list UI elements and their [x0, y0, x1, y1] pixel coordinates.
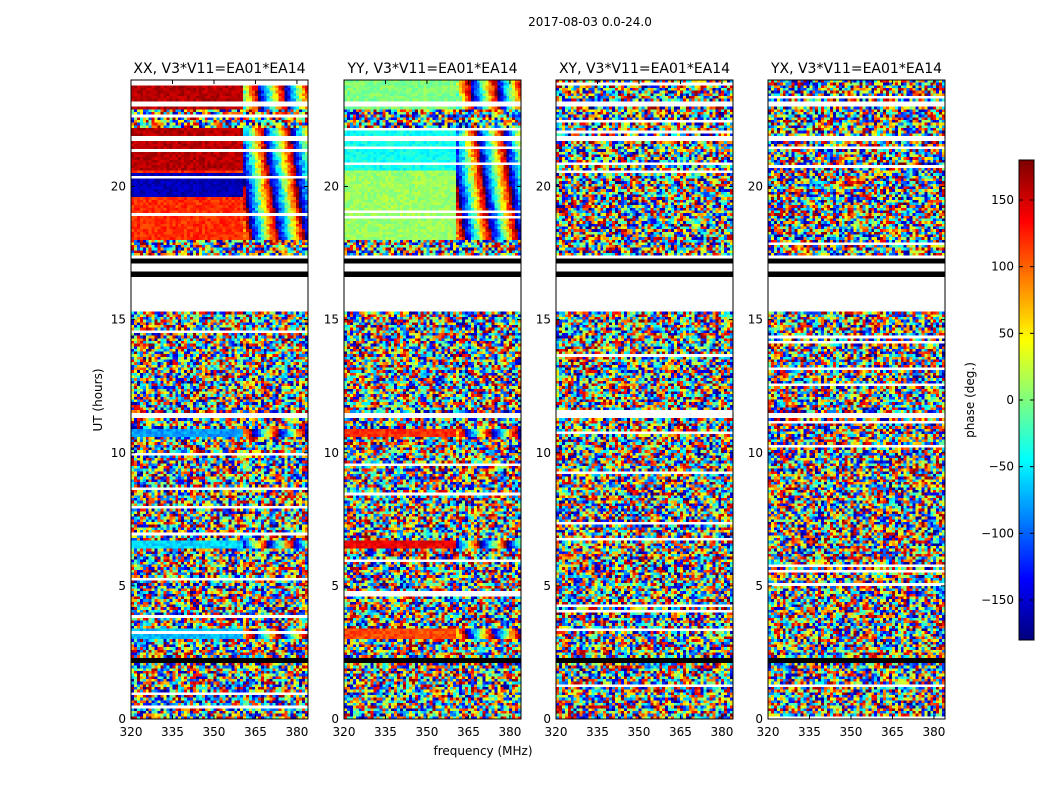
- colorbar-tick-label: 150: [991, 193, 1014, 207]
- colorbar: 150 100 50 0 −50 −100 −150: [981, 159, 1035, 641]
- panel-frame: [555, 79, 734, 720]
- panel-xx: XX, V3*V11=EA01*EA14 320 335 350 365 380 0 5 10 1…: [111, 61, 309, 739]
- colorbar-tick-label: 100: [991, 260, 1014, 274]
- y-tick-label: 15: [536, 313, 551, 327]
- x-tick-label: 320: [757, 725, 780, 739]
- y-tick-label: 5: [755, 579, 763, 593]
- x-tick-label: 320: [545, 725, 568, 739]
- panel-frame: [130, 79, 309, 720]
- y-tick-label: 0: [543, 712, 551, 726]
- x-tick-label: 365: [881, 725, 904, 739]
- y-tick-label: 5: [543, 579, 551, 593]
- x-tick-label: 365: [457, 725, 480, 739]
- colorbar-tick-label: 0: [1006, 393, 1014, 407]
- colorbar-tick-label: −50: [989, 460, 1014, 474]
- panel-frame: [767, 79, 946, 720]
- x-tick-label: 380: [710, 725, 733, 739]
- figure-title: 2017-08-03 0.0-24.0: [528, 15, 652, 29]
- panel-title: YY, V3*V11=EA01*EA14: [346, 61, 517, 77]
- colorbar-label: phase (deg.): [963, 362, 977, 438]
- x-tick-label: 335: [586, 725, 609, 739]
- phase-heatmap: [131, 80, 308, 719]
- y-tick-label: 15: [111, 313, 126, 327]
- x-tick-label: 335: [374, 725, 397, 739]
- panel-title: XX, V3*V11=EA01*EA14: [133, 61, 305, 77]
- y-tick-label: 15: [324, 313, 339, 327]
- x-tick-label: 320: [120, 725, 143, 739]
- y-tick-label: 10: [748, 446, 763, 460]
- colorbar-tick-label: 50: [999, 326, 1014, 340]
- phase-heatmap: [344, 80, 521, 719]
- x-tick-label: 350: [628, 725, 651, 739]
- y-tick-label: 5: [118, 579, 126, 593]
- x-tick-label: 365: [244, 725, 267, 739]
- x-tick-label: 380: [285, 725, 308, 739]
- x-tick-label: 365: [669, 725, 692, 739]
- y-tick-label: 0: [755, 712, 763, 726]
- y-tick-label: 5: [331, 579, 339, 593]
- y-tick-label: 20: [748, 180, 763, 194]
- x-tick-label: 320: [333, 725, 356, 739]
- panel-title: XY, V3*V11=EA01*EA14: [559, 61, 730, 77]
- phase-heatmap: [768, 80, 945, 719]
- panel-xy: XY, V3*V11=EA01*EA14 320 335 350 365 380 0 5 10 1…: [536, 61, 734, 739]
- y-tick-label: 10: [111, 446, 126, 460]
- y-axis-label: UT (hours): [91, 368, 105, 431]
- y-tick-label: 20: [536, 180, 551, 194]
- y-tick-label: 10: [536, 446, 551, 460]
- y-tick-label: 10: [324, 446, 339, 460]
- colorbar-gradient: [1019, 160, 1034, 640]
- x-tick-label: 350: [840, 725, 863, 739]
- panel-title: YX, V3*V11=EA01*EA14: [770, 61, 942, 77]
- x-tick-label: 350: [203, 725, 226, 739]
- x-tick-label: 380: [498, 725, 521, 739]
- x-tick-label: 335: [161, 725, 184, 739]
- x-tick-label: 335: [798, 725, 821, 739]
- panel-yx: YX, V3*V11=EA01*EA14 320 335 350 365 380 0 5 10 1…: [748, 61, 946, 739]
- colorbar-tick-label: −150: [981, 593, 1014, 607]
- x-axis-label: frequency (MHz): [433, 744, 532, 758]
- panels-group: XX, V3*V11=EA01*EA14 320 335 350 365 380 0 5 10 1…: [111, 61, 946, 739]
- x-tick-label: 350: [416, 725, 439, 739]
- x-tick-label: 380: [922, 725, 945, 739]
- y-tick-label: 15: [748, 313, 763, 327]
- panel-yy: YY, V3*V11=EA01*EA14 320 335 350 365 380 0 5 10 1…: [324, 61, 522, 739]
- y-tick-label: 20: [111, 180, 126, 194]
- panel-frame: [343, 79, 522, 720]
- y-tick-label: 0: [331, 712, 339, 726]
- y-tick-label: 0: [118, 712, 126, 726]
- phase-heatmap: [556, 80, 733, 719]
- colorbar-tick-label: −100: [981, 526, 1014, 540]
- y-tick-label: 20: [324, 180, 339, 194]
